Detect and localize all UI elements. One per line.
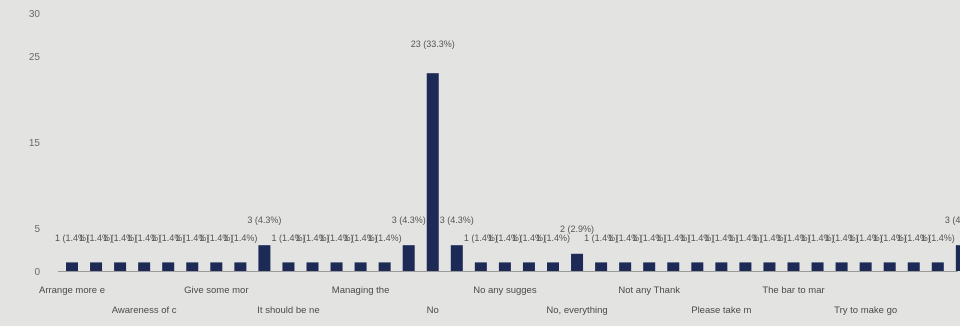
x-tick-label: No any sugges <box>473 285 537 296</box>
bar <box>138 262 151 271</box>
x-tick-label: It should be ne <box>257 305 319 316</box>
data-label: 1 (1.4%) <box>488 233 522 243</box>
data-label: 23 (33.3%) <box>411 39 455 49</box>
bar <box>667 262 680 271</box>
data-label: 1 (1.4%) <box>656 233 690 243</box>
bar <box>114 262 127 271</box>
x-tick-label: Try to make go <box>834 305 897 316</box>
data-label: 3 (4.3%) <box>247 215 281 225</box>
bar <box>691 262 704 271</box>
bar <box>619 262 632 271</box>
data-label: 1 (1.4%) <box>151 233 185 243</box>
data-label: 1 (1.4%) <box>464 233 498 243</box>
bar <box>522 262 535 271</box>
data-label: 1 (1.4%) <box>704 233 738 243</box>
data-label: 1 (1.4%) <box>873 233 907 243</box>
bar <box>66 262 78 271</box>
bar <box>426 73 439 271</box>
bar <box>498 262 511 271</box>
data-label: 1 (1.4%) <box>680 233 714 243</box>
data-label: 1 (1.4%) <box>584 233 618 243</box>
bar <box>907 262 920 271</box>
y-tick-label: 0 <box>34 267 40 278</box>
data-labels: 1 (1.4%)1 (1.4%)1 (1.4%)1 (1.4%)1 (1.4%)… <box>55 39 960 243</box>
data-label: 1 (1.4%) <box>752 233 786 243</box>
bar <box>859 262 872 271</box>
bar <box>835 262 848 271</box>
x-tick-label: The bar to mar <box>762 285 824 296</box>
data-label: 1 (1.4%) <box>79 233 113 243</box>
bar <box>931 262 944 271</box>
bar <box>643 262 656 271</box>
bar <box>763 262 776 271</box>
data-label: 1 (1.4%) <box>295 233 329 243</box>
data-label: 1 (1.4%) <box>825 233 859 243</box>
bar <box>547 262 559 271</box>
y-tick-label: 5 <box>34 224 40 235</box>
data-label: 1 (1.4%) <box>608 233 642 243</box>
data-label: 1 (1.4%) <box>103 233 137 243</box>
data-label: 1 (1.4%) <box>512 233 546 243</box>
bar <box>162 262 175 271</box>
bar <box>595 262 608 271</box>
data-label: 1 (1.4%) <box>849 233 883 243</box>
bar <box>378 262 391 271</box>
bar <box>811 262 824 271</box>
data-label: 1 (1.4%) <box>127 233 161 243</box>
data-label: 1 (1.4%) <box>368 233 402 243</box>
x-tick-label: Arrange more e <box>39 285 105 296</box>
bar <box>739 262 752 271</box>
bar-series <box>66 73 960 271</box>
bar <box>282 262 295 271</box>
data-label: 1 (1.4%) <box>921 233 955 243</box>
data-label: 1 (1.4%) <box>175 233 209 243</box>
bar <box>234 262 247 271</box>
bar <box>450 245 463 271</box>
bar <box>306 262 319 271</box>
data-label: 1 (1.4%) <box>55 233 89 243</box>
data-label: 1 (1.4%) <box>801 233 835 243</box>
x-tick-label: Give some mor <box>184 285 248 296</box>
bar <box>883 262 896 271</box>
x-tick-label: Please take m <box>691 305 751 316</box>
bar <box>787 262 800 271</box>
bar <box>258 245 271 271</box>
y-axis: 0 5 15 25 30 <box>29 9 41 278</box>
bar <box>571 253 584 271</box>
bar <box>955 245 960 271</box>
data-label: 1 (1.4%) <box>199 233 233 243</box>
data-label: 1 (1.4%) <box>344 233 378 243</box>
x-tick-label: No, everything <box>546 305 607 316</box>
x-tick-label: Not any Thank <box>618 285 680 296</box>
x-tick-label: No <box>427 305 439 316</box>
data-label: 1 (1.4%) <box>536 233 570 243</box>
x-tick-label: Awareness of c <box>112 305 177 316</box>
bar <box>186 262 199 271</box>
data-label: 3 (4.3%) <box>392 215 426 225</box>
y-tick-label: 30 <box>29 9 41 20</box>
bar <box>90 262 103 271</box>
bar <box>402 245 415 271</box>
data-label: 1 (1.4%) <box>776 233 810 243</box>
y-tick-label: 15 <box>29 138 41 149</box>
bar <box>715 262 728 271</box>
data-label: 2 (2.9%) <box>560 224 594 234</box>
data-label: 3 (4.3%) <box>945 215 960 225</box>
x-axis: Arrange more e Give some mor Managing the N… <box>39 271 958 316</box>
data-label: 1 (1.4%) <box>728 233 762 243</box>
data-label: 1 (1.4%) <box>223 233 257 243</box>
data-label: 1 (1.4%) <box>271 233 305 243</box>
bar <box>354 262 367 271</box>
bar <box>330 262 343 271</box>
x-tick-label: Managing the <box>332 285 390 296</box>
bar <box>210 262 223 271</box>
data-label: 1 (1.4%) <box>632 233 666 243</box>
data-label: 1 (1.4%) <box>320 233 354 243</box>
y-tick-label: 25 <box>29 52 41 63</box>
data-label: 3 (4.3%) <box>440 215 474 225</box>
bar <box>474 262 487 271</box>
data-label: 1 (1.4%) <box>897 233 931 243</box>
